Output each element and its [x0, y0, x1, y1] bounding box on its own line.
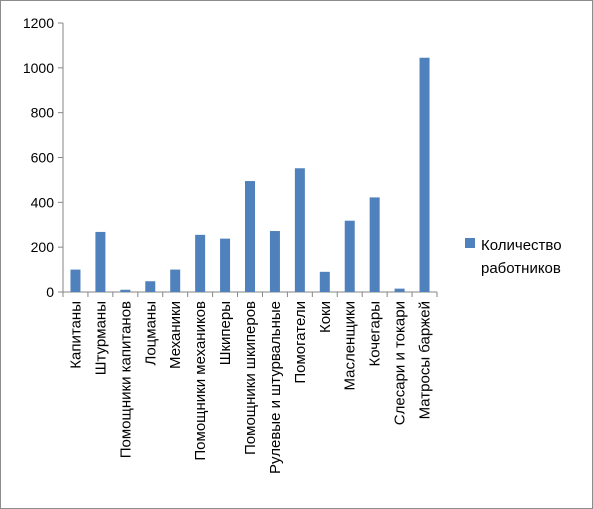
bar [70, 269, 81, 292]
x-category-label: Капитаны [67, 301, 84, 369]
x-category-label: Помощники механиков [192, 301, 209, 461]
bar [120, 289, 131, 292]
y-tick-label: 600 [31, 150, 55, 166]
bar [195, 234, 206, 292]
x-category-label: Кочегары [367, 301, 384, 367]
x-category-label: Механики [167, 301, 184, 369]
bar [95, 231, 106, 292]
x-category-label: Слесари и токари [392, 301, 409, 425]
x-category-label: Помощники шкиперов [242, 301, 259, 455]
bar [294, 168, 305, 292]
y-tick-label: 1200 [23, 15, 54, 31]
x-category-label: Помогатели [292, 301, 309, 384]
bar [419, 57, 430, 292]
x-category-label: Матросы баржей [417, 301, 434, 419]
y-tick-label: 800 [31, 105, 55, 121]
legend-label-line: Количество [481, 237, 562, 254]
bar-series [70, 57, 430, 292]
x-category-label: Коки [317, 301, 334, 333]
legend-label-line: работников [481, 260, 561, 277]
x-category-label: Помощники капитанов [117, 301, 134, 458]
x-axis: Капитаны Штурманы Помощники капитанов Лоцма… [62, 291, 438, 474]
bar [394, 288, 405, 292]
y-axis: 0 200 400 600 800 1000 1200 [23, 15, 64, 300]
y-tick-label: 1000 [23, 60, 54, 76]
x-category-label: Штурманы [92, 301, 109, 375]
x-category-label: Лоцманы [142, 301, 159, 366]
y-tick-label: 200 [31, 239, 55, 255]
bar [170, 269, 181, 292]
x-category-label: Шкиперы [217, 301, 234, 365]
x-category-label: Рулевые и штурвальные [267, 301, 284, 474]
bar [245, 181, 255, 292]
legend-swatch [465, 238, 475, 248]
bar [369, 197, 380, 292]
legend: Количество работников [465, 237, 562, 277]
y-tick-label: 0 [46, 284, 54, 300]
y-tick-label: 400 [31, 194, 55, 210]
bar [344, 220, 355, 292]
bar [269, 231, 280, 292]
bar [145, 281, 156, 292]
bar [319, 271, 330, 292]
bar [220, 238, 231, 292]
x-category-label: Масленщики [342, 301, 359, 391]
